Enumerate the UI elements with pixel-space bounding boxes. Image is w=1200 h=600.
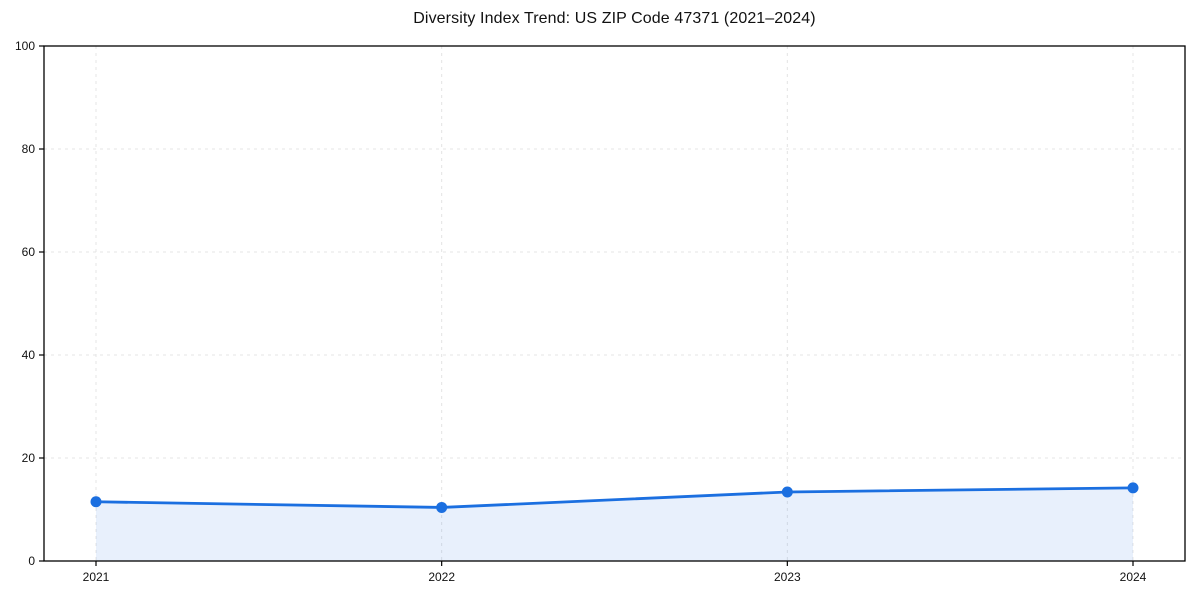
plot-frame bbox=[43, 45, 1186, 562]
data-line bbox=[94, 486, 1135, 509]
y-tick-label: 0 bbox=[28, 554, 35, 568]
chart-title: Diversity Index Trend: US ZIP Code 47371… bbox=[413, 10, 816, 27]
x-tick-label: 2022 bbox=[428, 570, 455, 584]
y-tick-label: 40 bbox=[22, 348, 36, 362]
x-tick-label: 2023 bbox=[774, 570, 801, 584]
data-point-marker bbox=[1127, 482, 1139, 494]
y-tick-label: 20 bbox=[22, 451, 36, 465]
x-tick-label: 2021 bbox=[83, 570, 110, 584]
y-tick-label: 60 bbox=[22, 245, 36, 259]
y-tick-label: 80 bbox=[22, 142, 36, 156]
data-point-marker bbox=[781, 486, 793, 498]
data-point-marker bbox=[436, 501, 448, 513]
data-point-marker bbox=[90, 496, 102, 508]
y-tick-label: 100 bbox=[15, 39, 35, 53]
x-tick-label: 2024 bbox=[1120, 570, 1147, 584]
